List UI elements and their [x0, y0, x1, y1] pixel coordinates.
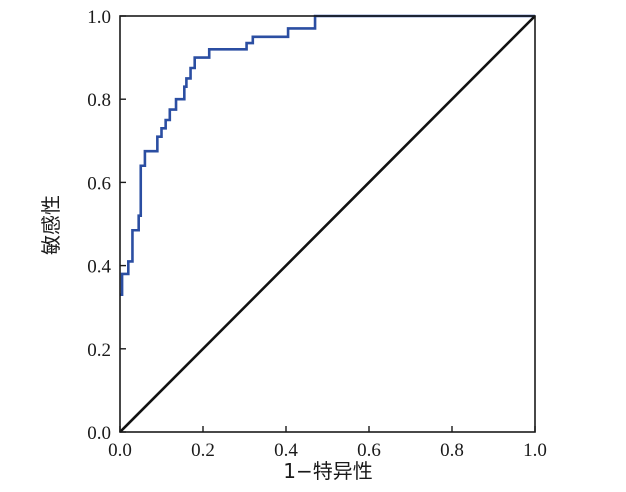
x-axis-ticks: 0.0 0.2 0.4 0.6 0.8 1.0	[108, 426, 547, 461]
x-tick-label: 0.6	[357, 440, 381, 461]
y-axis-label: 敏感性	[39, 195, 63, 255]
y-tick-label: 0.8	[87, 90, 111, 111]
y-tick-label: 0.2	[87, 340, 111, 361]
reference-diagonal-line	[119, 15, 536, 433]
x-axis-label: 1−特异性	[283, 459, 372, 483]
plot-frame	[119, 15, 536, 433]
x-tick-label: 0.0	[108, 440, 132, 461]
x-tick-label: 0.4	[274, 440, 298, 461]
y-tick-label: 1.0	[87, 7, 111, 28]
x-tick-label: 0.2	[191, 440, 215, 461]
y-axis-ticks: 0.0 0.2 0.4 0.6 0.8 1.0	[87, 7, 126, 444]
y-tick-label: 0.4	[87, 257, 111, 278]
y-tick-label: 0.6	[87, 173, 111, 194]
x-tick-label: 0.8	[440, 440, 464, 461]
y-tick-label: 0.0	[87, 423, 111, 444]
x-tick-label: 1.0	[523, 440, 547, 461]
roc-curve-line	[120, 14, 535, 297]
plot-area	[119, 14, 536, 433]
